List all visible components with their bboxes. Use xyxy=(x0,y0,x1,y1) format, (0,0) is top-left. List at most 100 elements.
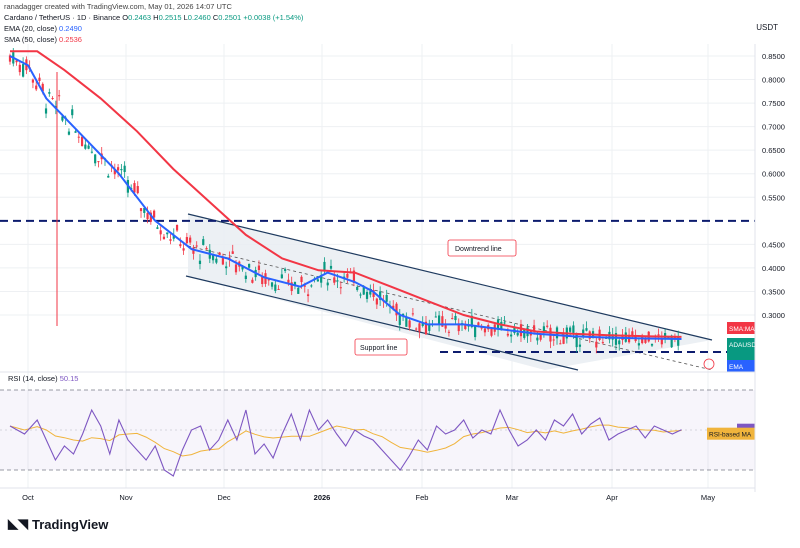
candle-body xyxy=(637,343,640,346)
candle-body xyxy=(293,282,297,287)
candle-body xyxy=(536,337,539,341)
candle-body xyxy=(650,343,654,346)
ohlc-open: 0.2463 xyxy=(128,13,152,22)
candle-body xyxy=(215,258,218,263)
candle-body xyxy=(218,252,221,255)
price-axis-bg xyxy=(755,0,800,543)
candle-body xyxy=(198,260,202,265)
candle-body xyxy=(248,263,251,268)
tradingview-logo[interactable]: ◣◥ TradingView xyxy=(8,516,108,532)
candle-body xyxy=(185,237,188,244)
candle-body xyxy=(31,79,35,83)
x-tick-label: Dec xyxy=(217,493,231,502)
candle-body xyxy=(591,331,595,336)
candle-body xyxy=(77,136,80,138)
y-tick-label: 0.3500 xyxy=(762,287,785,296)
author-line: ranadagger created with TradingView.com,… xyxy=(4,2,232,11)
x-tick-label: Apr xyxy=(606,493,618,502)
candle-body xyxy=(644,339,647,343)
sma-value: 0.2536 xyxy=(59,35,82,44)
candle-body xyxy=(284,269,287,271)
price-axis[interactable]: 0.8500 0.8000 0.7500 0.7000 0.6500 0.6000 0.55… xyxy=(754,0,800,543)
sma-legend[interactable]: SMA (50, close) 0.2536 xyxy=(4,35,82,45)
candle-body xyxy=(241,266,244,270)
candle-body xyxy=(352,270,356,283)
candle-body xyxy=(578,344,582,347)
candle-body xyxy=(84,144,87,149)
y-tick-label: 0.7000 xyxy=(762,123,785,132)
candle-body xyxy=(539,334,542,340)
candle-body xyxy=(74,131,77,133)
candle-body xyxy=(244,275,247,280)
candle-body xyxy=(375,298,378,305)
downtrend-channel xyxy=(185,213,713,371)
candle-body xyxy=(123,165,126,173)
candle-body xyxy=(182,248,185,251)
candle-body xyxy=(67,131,71,135)
candle-body xyxy=(562,334,565,344)
time-axis[interactable]: Oct Nov Dec 2026 Feb Mar Apr May xyxy=(0,487,755,502)
candle-body xyxy=(401,313,405,316)
ohlc-low: 0.2460 xyxy=(187,13,211,22)
candle-body xyxy=(519,324,523,337)
candle-body xyxy=(257,265,261,271)
candle-body xyxy=(202,239,205,245)
candle-body xyxy=(569,327,572,332)
candle-body xyxy=(372,290,375,297)
y-tick-label: 0.6000 xyxy=(762,170,785,179)
ohlc-o-label: O xyxy=(122,13,129,22)
candle-body xyxy=(18,64,21,73)
ema-label: EMA (20, close) xyxy=(4,24,57,33)
sma-line xyxy=(10,50,682,338)
candle-body xyxy=(120,169,123,171)
candle-body xyxy=(71,109,74,116)
downtrend-callout-text: Downtrend line xyxy=(455,246,502,253)
candle-body xyxy=(175,224,179,231)
rsi-pane: 70.0060.0040.0030.00RSI50.15RSI-based MA… xyxy=(0,371,800,477)
candle-body xyxy=(251,279,254,283)
ema-legend[interactable]: EMA (20, close) 0.2490 xyxy=(4,24,82,34)
candle-body xyxy=(287,279,290,283)
candle-body xyxy=(159,230,162,235)
price-label-name: SMA:MA xyxy=(729,326,755,333)
candle-body xyxy=(559,343,562,345)
symbol-title[interactable]: Cardano / TetherUS · 1D · Binance xyxy=(4,13,121,22)
candle-body xyxy=(172,235,175,239)
x-tick-label: Oct xyxy=(22,493,35,502)
candle-body xyxy=(169,239,172,241)
candle-body xyxy=(490,329,493,336)
candle-body xyxy=(467,325,470,327)
candle-body xyxy=(35,85,38,90)
candle-body xyxy=(500,321,503,331)
tradingview-logo-icon: ◣◥ xyxy=(8,516,28,531)
candle-body xyxy=(133,183,136,193)
x-tick-label: 2026 xyxy=(314,493,331,502)
candle-body xyxy=(346,273,349,278)
candle-body xyxy=(306,294,310,297)
candle-body xyxy=(552,339,555,341)
candle-body xyxy=(585,328,588,331)
candle-body xyxy=(139,208,143,212)
candle-body xyxy=(290,282,293,292)
candle-body xyxy=(408,320,411,328)
candle-body xyxy=(61,116,64,121)
rsi-value: 50.15 xyxy=(59,374,79,383)
candle-body xyxy=(51,98,54,100)
candle-body xyxy=(211,254,215,261)
y-tick-label: 0.8000 xyxy=(762,76,785,85)
candle-body xyxy=(267,279,270,281)
candle-body xyxy=(362,286,365,295)
rsi-legend[interactable]: RSI (14, close) 50.15 xyxy=(8,374,78,384)
candle-body xyxy=(179,244,182,247)
candle-body xyxy=(447,331,451,333)
y-tick-label: 0.6500 xyxy=(762,146,785,155)
candle-body xyxy=(316,279,319,282)
ema-line xyxy=(9,55,682,340)
candle-body xyxy=(474,326,477,338)
y-tick-label: 0.7500 xyxy=(762,99,785,108)
candle-body xyxy=(87,145,90,149)
candle-body xyxy=(356,287,359,291)
candle-body xyxy=(261,276,264,285)
ema-value: 0.2490 xyxy=(59,24,82,33)
candle-body xyxy=(225,266,228,269)
